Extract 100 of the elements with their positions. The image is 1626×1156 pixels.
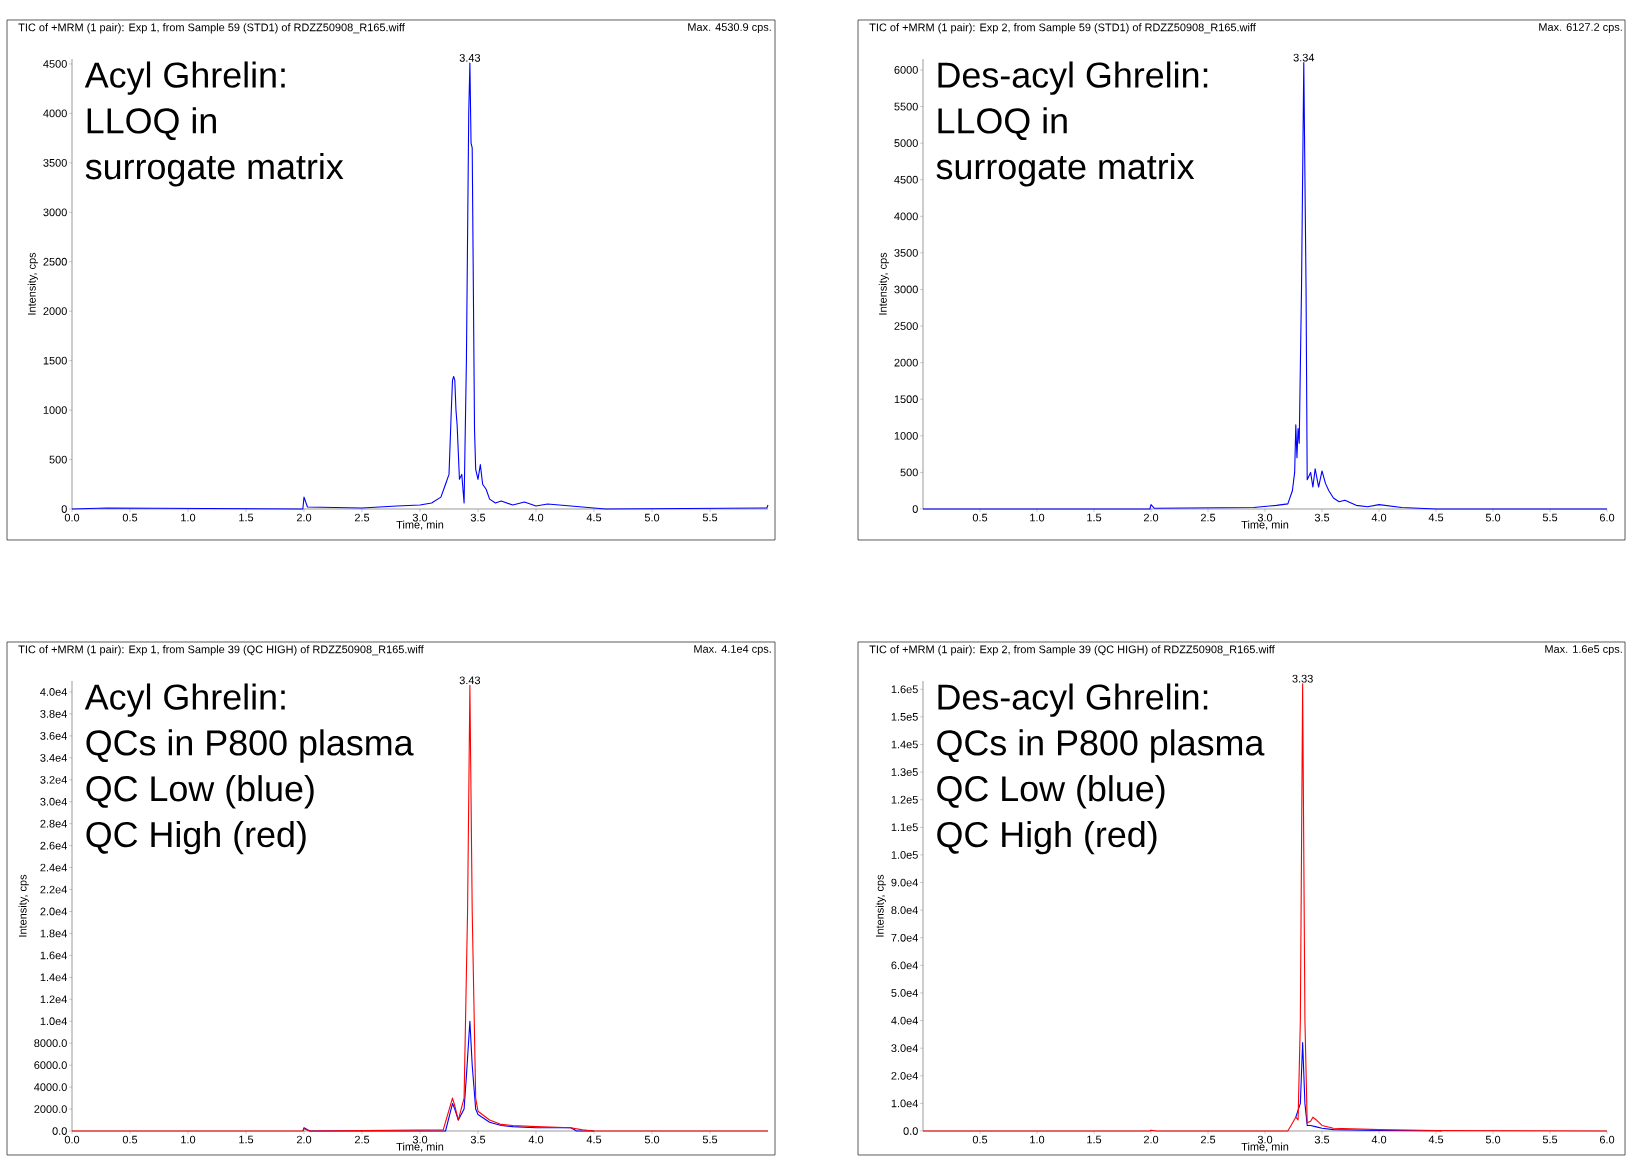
annotation: Des-acyl Ghrelin: — [938, 61, 1208, 95]
y-tick-label: 500 — [900, 468, 918, 477]
x-tick-label: 3.5 — [470, 513, 486, 522]
chart-title: TIC of +MRM (1 pair): Exp 2, from Sample 39 (QC HIGH) of RDZZ50908_R165.wiff — [869, 645, 1275, 656]
y-tick-label: 1500 — [894, 395, 918, 404]
annotation: QCs in P800 plasma — [937, 729, 1265, 763]
y-tick-label: 2000 — [43, 307, 67, 316]
text: Max. 4530.9 cps. — [688, 23, 771, 34]
x-tick-label: 6.0 — [1599, 513, 1615, 522]
annotation: 3.33 — [1292, 674, 1313, 683]
y-tick-label: 5000 — [894, 139, 918, 148]
y-tick-label: 0 — [912, 505, 918, 513]
annotation: QC Low (blue) — [937, 775, 1165, 809]
x-tick-label: 0.5 — [122, 513, 138, 522]
annotation: 3.43 — [459, 676, 481, 685]
y-tick-label: 3.2e4 — [40, 775, 67, 784]
y-tick-label: 9.0e4 — [891, 878, 918, 887]
annotation: LLOQ in — [938, 107, 1067, 141]
y-tick-label: 2500 — [894, 322, 918, 330]
y-axis-title: Intensity, cps — [18, 874, 29, 937]
y-tick-label: 7.0e4 — [891, 933, 918, 942]
y-axis-title: Intensity, cps — [878, 252, 889, 315]
y-tick-label: 4500 — [894, 175, 918, 184]
x-tick-label: 3.0 — [1257, 513, 1273, 522]
x-tick-label: 4.0 — [1371, 513, 1387, 522]
y-tick-label: 6.0e4 — [891, 961, 918, 970]
annotation: Acyl Ghrelin: — [84, 683, 285, 717]
x-tick-label: 0.5 — [972, 513, 988, 522]
y-tick-label: 4000.0 — [34, 1083, 67, 1091]
y-tick-label: 4.0e4 — [40, 688, 67, 696]
y-tick-label: 3000 — [43, 208, 67, 217]
x-tick-label: 5.0 — [644, 513, 660, 522]
y-tick-label: 4000 — [43, 109, 67, 118]
y-tick-label: 1.0e4 — [40, 1017, 67, 1026]
x-tick-label: 6.0 — [1599, 1135, 1615, 1144]
y-tick-label: 2000 — [894, 358, 918, 367]
annotation: surrogate matrix — [85, 153, 344, 187]
annotation: QCs in P800 plasma — [86, 729, 414, 763]
x-tick-label: 2.0 — [1143, 1135, 1159, 1144]
y-tick-label: 1000 — [43, 406, 67, 414]
y-tick-label: 2.8e4 — [40, 819, 67, 828]
x-tick-label: 5.5 — [1542, 1135, 1558, 1144]
text: Max. 6127.2 cps. — [1539, 23, 1622, 34]
x-tick-label: 4.0 — [528, 1135, 544, 1144]
y-tick-label: 8000.0 — [34, 1039, 67, 1048]
annotation: QC High (red) — [937, 820, 1157, 855]
y-tick-label: 1000 — [894, 431, 918, 440]
x-tick-label: 0.0 — [64, 1135, 80, 1144]
x-tick-label: 4.0 — [1371, 1135, 1387, 1144]
y-tick-label: 3.8e4 — [40, 710, 67, 718]
x-tick-label: 2.5 — [354, 513, 370, 522]
x-tick-label: 3.0 — [412, 513, 428, 522]
line-series — [922, 62, 1608, 510]
y-tick-label: 3.0e4 — [40, 797, 67, 806]
y-tick-label: 1.1e5 — [891, 823, 918, 832]
annotation: QC High (red) — [86, 820, 306, 855]
x-tick-label: 3.0 — [412, 1135, 428, 1144]
y-tick-label: 2000.0 — [34, 1105, 67, 1113]
x-tick-label: 5.5 — [1542, 513, 1558, 522]
y-tick-label: 3.0e4 — [891, 1044, 918, 1053]
x-tick-label: 3.5 — [1314, 513, 1330, 522]
y-tick-label: 1500 — [43, 356, 67, 365]
y-tick-label: 1.6e4 — [40, 951, 67, 960]
y-tick-label: 8.0e4 — [891, 906, 918, 915]
chart-title: TIC of +MRM (1 pair): Exp 1, from Sample 59 (STD1) of RDZZ50908_R165.wiff — [18, 23, 405, 34]
text: Max. 4.1e4 cps. — [694, 645, 771, 655]
y-tick-label: 2.0e4 — [40, 907, 67, 916]
x-tick-label: 2.5 — [354, 1135, 370, 1144]
y-tick-label: 1.6e5 — [891, 685, 918, 694]
x-tick-label: 1.5 — [239, 513, 254, 522]
y-tick-label: 4.0e4 — [891, 1016, 918, 1025]
y-tick-label: 500 — [49, 455, 67, 464]
x-tick-label: 4.5 — [586, 1135, 602, 1144]
annotation: Des-acyl Ghrelin: — [938, 683, 1208, 717]
y-tick-label: 5.0e4 — [891, 989, 918, 997]
x-tick-label: 0.5 — [972, 1135, 988, 1144]
y-tick-label: 6000.0 — [34, 1061, 67, 1070]
y-tick-label: 2.6e4 — [40, 841, 67, 850]
y-tick-label: 4000 — [894, 212, 918, 221]
x-tick-label: 1.0 — [181, 513, 196, 522]
x-tick-label: 2.5 — [1200, 1135, 1216, 1144]
x-tick-label: 4.0 — [528, 513, 544, 522]
x-tick-label: 0.5 — [122, 1135, 138, 1144]
y-tick-label: 5500 — [894, 102, 918, 111]
y-tick-label: 1.3e5 — [891, 768, 918, 776]
x-tick-label: 5.5 — [702, 1135, 718, 1144]
annotation: surrogate matrix — [936, 153, 1195, 187]
y-tick-label: 2.0e4 — [891, 1071, 918, 1080]
y-tick-label: 1.0e4 — [891, 1099, 918, 1108]
x-tick-label: 3.5 — [470, 1135, 486, 1144]
x-tick-label: 2.0 — [1143, 513, 1159, 522]
x-tick-label: 1.0 — [1030, 1135, 1045, 1144]
chart-title: TIC of +MRM (1 pair): Exp 2, from Sample 59 (STD1) of RDZZ50908_R165.wiff — [869, 23, 1256, 34]
annotation: 3.43 — [459, 53, 481, 62]
x-tick-label: 0.0 — [64, 513, 80, 522]
x-tick-label: 4.5 — [1428, 1135, 1444, 1144]
y-tick-label: 3.4e4 — [40, 753, 67, 762]
y-tick-label: 1.5e5 — [891, 713, 918, 721]
x-tick-label: 1.5 — [1087, 513, 1102, 522]
annotation: 3.34 — [1293, 53, 1315, 62]
